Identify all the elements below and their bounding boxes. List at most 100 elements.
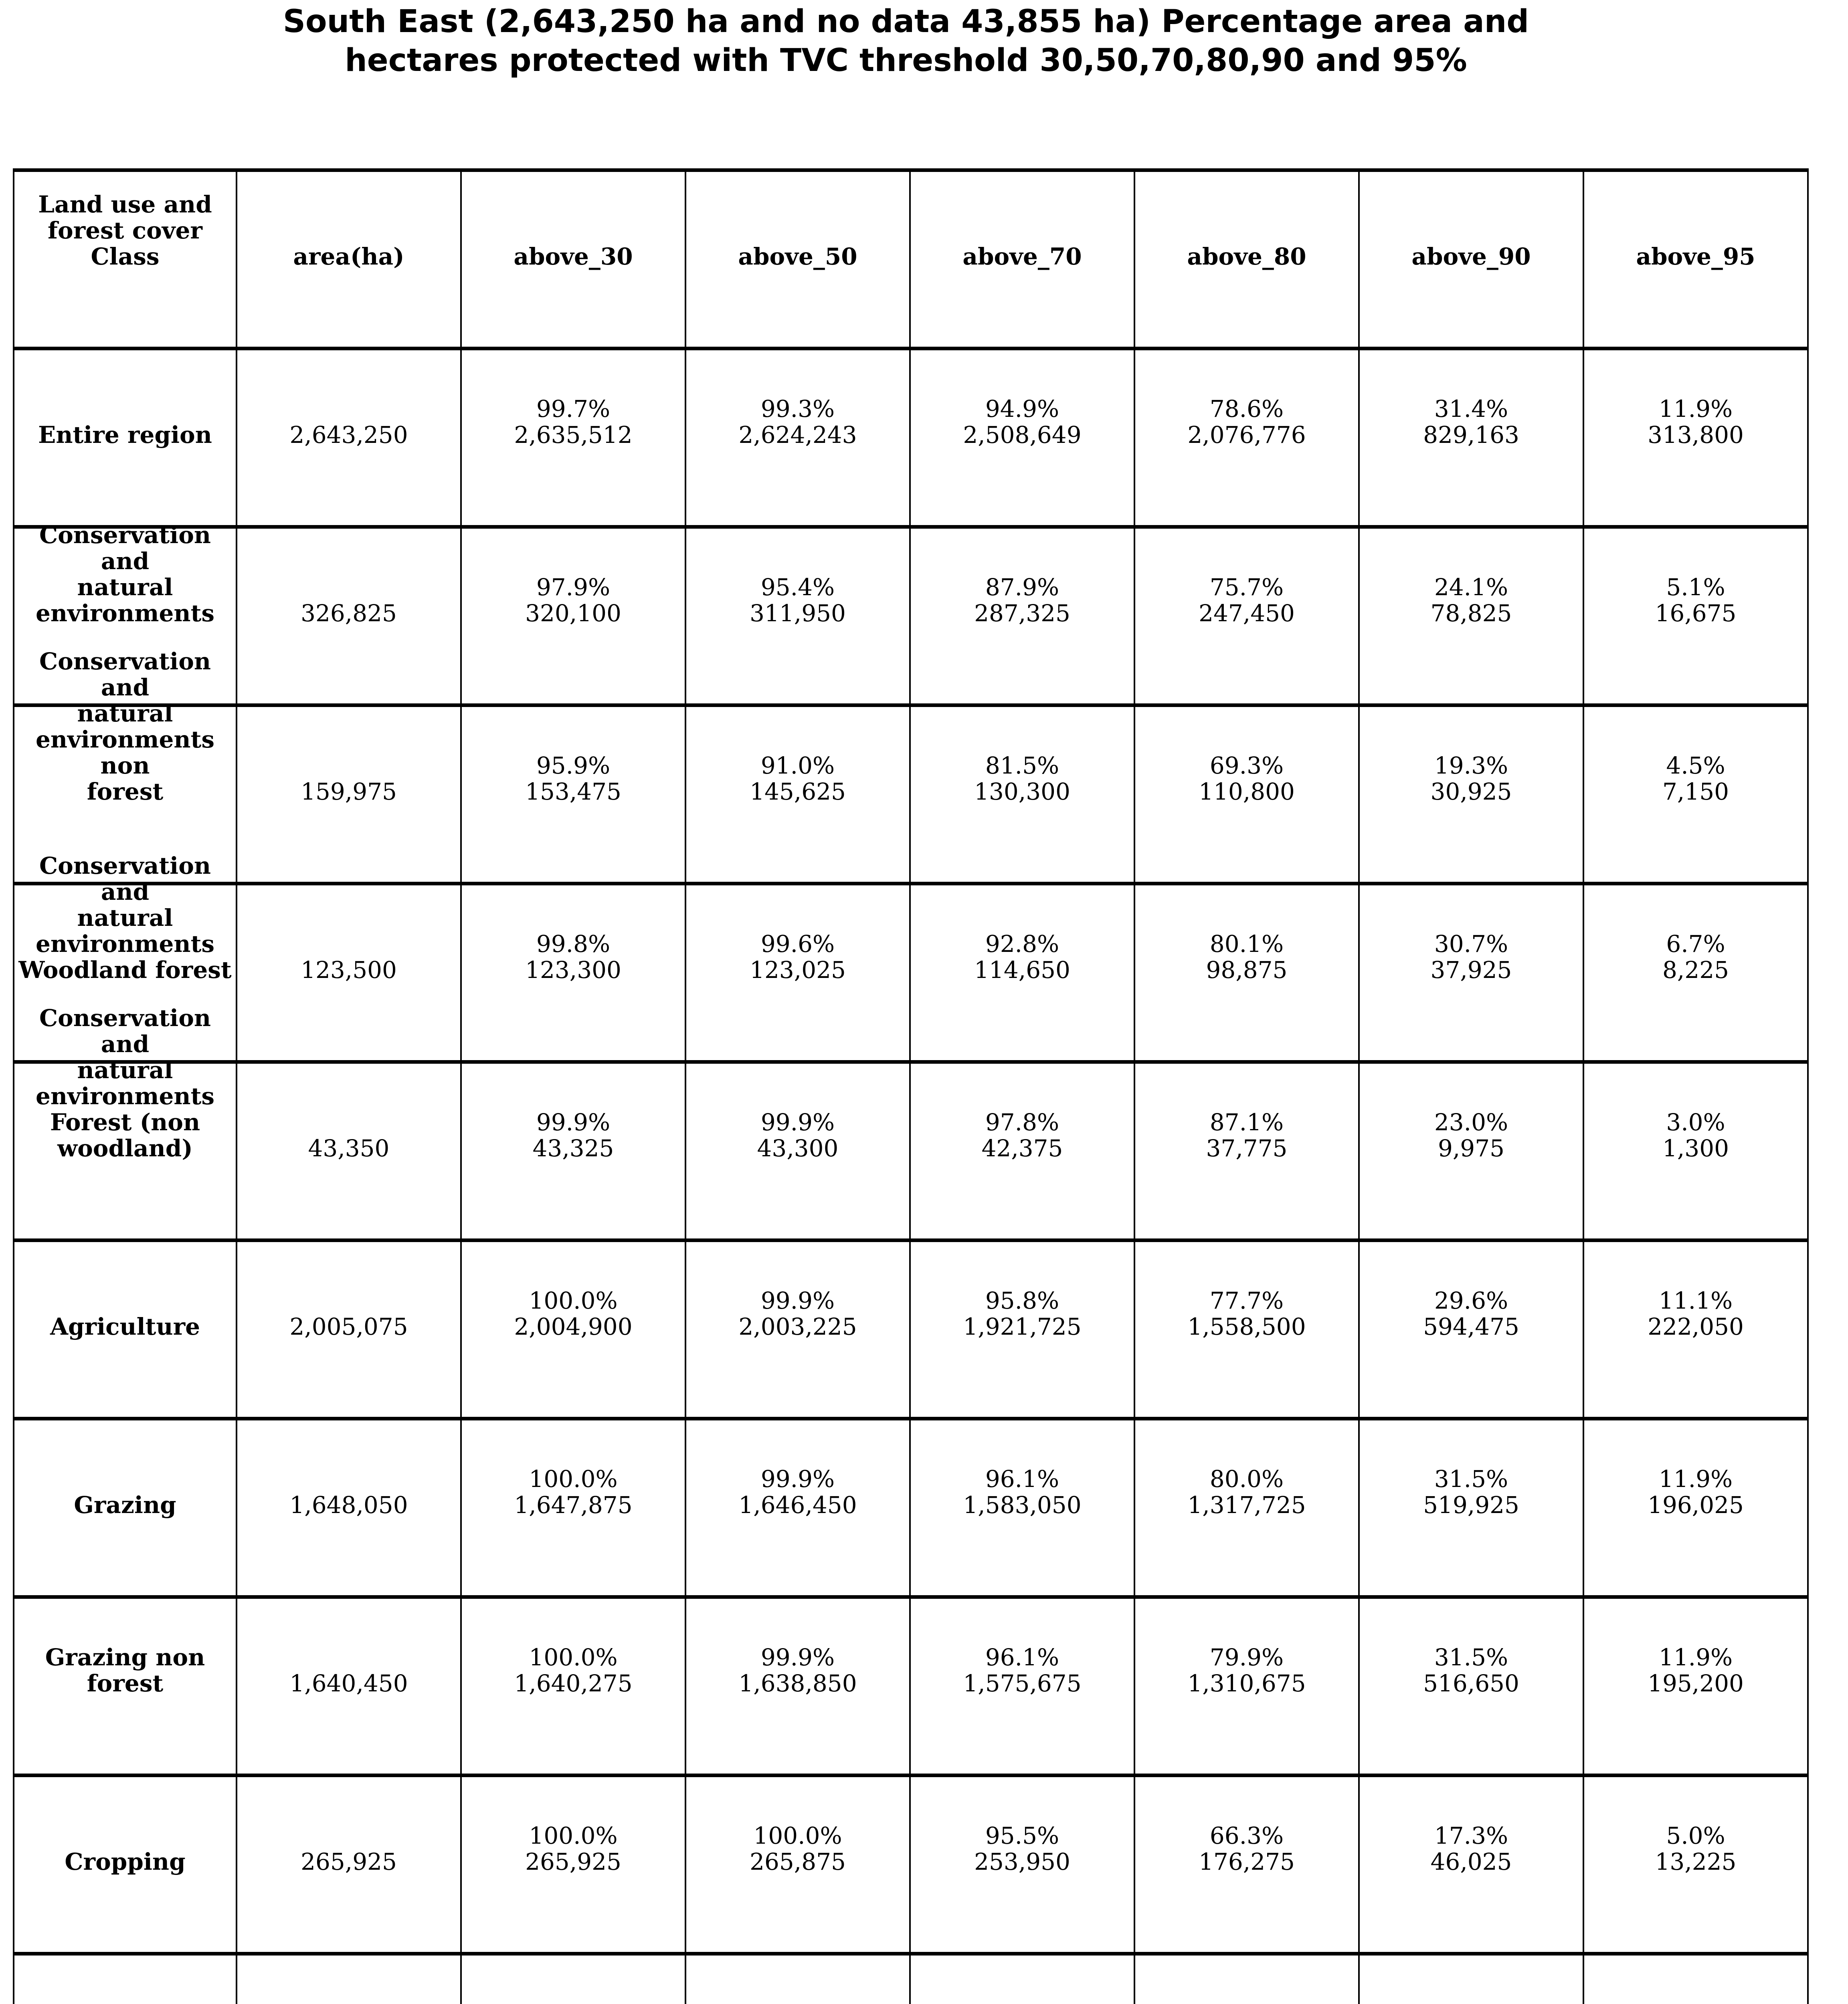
ha-value: 1,583,050 [963,1491,1082,1519]
pct-value: 71.4% [1135,2001,1358,2004]
table-cell: 78.6% 2,076,776 [1134,347,1360,529]
above50-cell: 99.9% 43,300 [686,1109,909,1162]
header-label: above_50 [738,243,857,271]
ha-value: 2,624,243 [738,421,857,449]
above95-cell: 11.9% 313,800 [1584,396,1807,448]
above30-cell: 95.9% 153,475 [462,753,685,805]
row-label: Grazing [74,1491,176,1519]
table-cell: 75.7% 247,450 [1134,525,1360,707]
pct-value: 99.9% [760,1109,835,1136]
pct-value: 31.5% [1434,1465,1508,1493]
ha-value: 123,025 [750,956,846,984]
table-row: Cropping 265,925 100.0% 265,925 100.0% 265… [13,1774,1809,1956]
pct-value: 95.8% [985,1287,1059,1315]
row-label: Conservation and natural environments no… [35,648,215,806]
table-cell: 80.0% 1,317,725 [1134,1417,1360,1599]
above80-cell: 80.0% 1,317,725 [1135,1466,1358,1518]
table-cell: 19.3% 30,925 [1358,703,1584,885]
pct-value: 99.6% [760,930,835,958]
row-label: Grazing non forest [45,1644,205,1697]
ha-value: 311,950 [750,600,846,627]
area-value: 1,648,050 [289,1491,408,1519]
ha-value: 594,475 [1423,1313,1519,1341]
table-cell: 159,975 [236,703,462,885]
table-cell: Irrigation [13,1952,237,2004]
table-cell: 99.9% 43,325 [460,1060,686,1242]
header-cell-area: area(ha) [236,168,462,350]
above95-cell: 6.7% 8,225 [1584,931,1807,983]
ha-value: 2,004,900 [514,1313,633,1341]
table-cell: Cropping [13,1774,237,1956]
pct-value: 96.1% [985,1644,1059,1671]
ha-value: 1,640,275 [514,1670,633,1697]
pct-value: 6.7% [1666,930,1725,958]
table-cell: Conservation and natural environments Fo… [13,1005,237,1242]
table-cell: 79.9% 1,310,675 [1134,1595,1360,1777]
header-label: above_95 [1636,243,1755,271]
above95-cell: 4.5% 7,150 [1584,753,1807,805]
above95-cell: 3.0% 1,300 [1584,1109,1807,1162]
pct-value: 87.1% [1209,1109,1284,1136]
table-cell: 24.1% 78,825 [1358,525,1584,707]
table-cell: 92.8% 114,650 [909,882,1135,1064]
table-cell: Conservation and natural environments Wo… [13,853,237,1064]
pct-value: 80.0% [1209,1465,1284,1493]
table-cell: 31.5% 516,650 [1358,1595,1584,1777]
pct-value: 99.7% [536,395,611,423]
ha-value: 516,650 [1423,1670,1519,1697]
ha-value: 247,450 [1199,600,1295,627]
table-cell: 97.8% 42,375 [909,1060,1135,1242]
ha-value: 1,575,675 [963,1670,1082,1697]
header-cell-class: Land use and forest cover Class [13,168,237,350]
pct-value: 5.0% [1666,1822,1725,1850]
above70-cell: 96.1% 1,583,050 [911,1466,1134,1518]
table-cell: 99.9% 1,638,850 [685,1595,911,1777]
above80-cell: 69.3% 110,800 [1135,753,1358,805]
above70-cell: 87.9% 287,325 [911,574,1134,626]
above50-cell: 99.9% 1,638,850 [686,1644,909,1697]
table-cell: 97.9% 320,100 [460,525,686,707]
table-cell: 91.0% 145,625 [685,703,911,885]
row-label: Agriculture [50,1313,200,1341]
pct-value: 3.0% [1666,1109,1725,1136]
ha-value: 196,025 [1648,1491,1744,1519]
pct-value: 92.8% [985,930,1059,958]
above80-cell: 75.7% 247,450 [1135,574,1358,626]
pct-value: 99.9% [760,1644,835,1671]
table-row: Entire region 2,643,250 99.7% 2,635,512 9… [13,347,1809,529]
above70-cell: 92.8% 114,650 [911,931,1134,983]
ha-value: 1,646,450 [738,1491,857,1519]
table-row: Conservation and natural environments Fo… [13,1005,1809,1242]
above95-cell: 14.3%12,775 [1584,2001,1807,2004]
above95-cell: 5.0% 13,225 [1584,1823,1807,1875]
table-cell: 100.0% 1,640,275 [460,1595,686,1777]
above70-cell: 93.1%83,400 [911,2001,1134,2004]
table-cell: 95.4% 311,950 [685,525,911,707]
ha-value: 2,635,512 [514,421,633,449]
pct-value: 100.0% [529,1644,618,1671]
above90-cell: 31.8%28,500 [1360,2001,1583,2004]
above70-cell: 97.8% 42,375 [911,1109,1134,1162]
above30-cell: 100.0% 265,925 [462,1823,685,1875]
area-value: 2,643,250 [289,421,408,449]
table-cell: 95.5% 253,950 [909,1774,1135,1956]
table-cell: 123,500 [236,882,462,1064]
table-cell: 43,350 [236,1060,462,1242]
table-cell: 99.9% 2,003,225 [685,1238,911,1420]
pct-value: 17.3% [1434,1822,1508,1850]
table-cell: 96.1% 1,575,675 [909,1595,1135,1777]
table-cell: 30.7% 37,925 [1358,882,1584,1064]
table-row: Conservation and natural environments Wo… [13,853,1809,1064]
page-title: South East (2,643,250 ha and no data 43,… [283,4,1529,79]
above30-cell: 100.0% 1,647,875 [462,1466,685,1518]
above70-cell: 96.1% 1,575,675 [911,1644,1134,1697]
table-cell: 31.8%28,500 [1358,1952,1584,2004]
ha-value: 78,825 [1430,600,1512,627]
pct-value: 100.0% [462,2001,685,2004]
header-label: above_30 [514,243,633,271]
above90-cell: 17.3% 46,025 [1360,1823,1583,1875]
above70-cell: 94.9% 2,508,649 [911,396,1134,448]
ha-value: 1,921,725 [963,1313,1082,1341]
table-cell: 265,925 [236,1774,462,1956]
ha-value: 42,375 [981,1135,1063,1162]
